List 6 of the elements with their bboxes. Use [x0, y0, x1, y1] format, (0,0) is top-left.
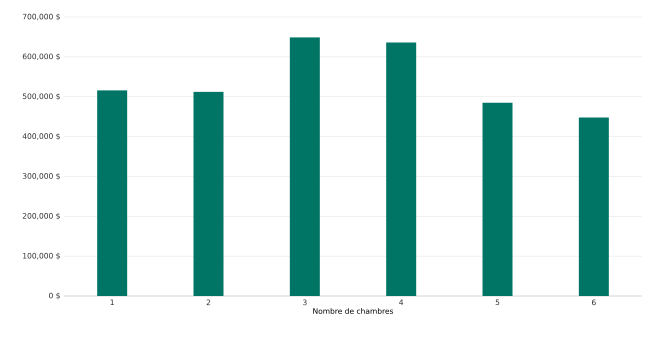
bar [578, 117, 609, 296]
bar [97, 90, 128, 296]
bar [482, 102, 513, 296]
bar [290, 37, 320, 296]
bar [386, 42, 416, 296]
bar [194, 92, 224, 296]
